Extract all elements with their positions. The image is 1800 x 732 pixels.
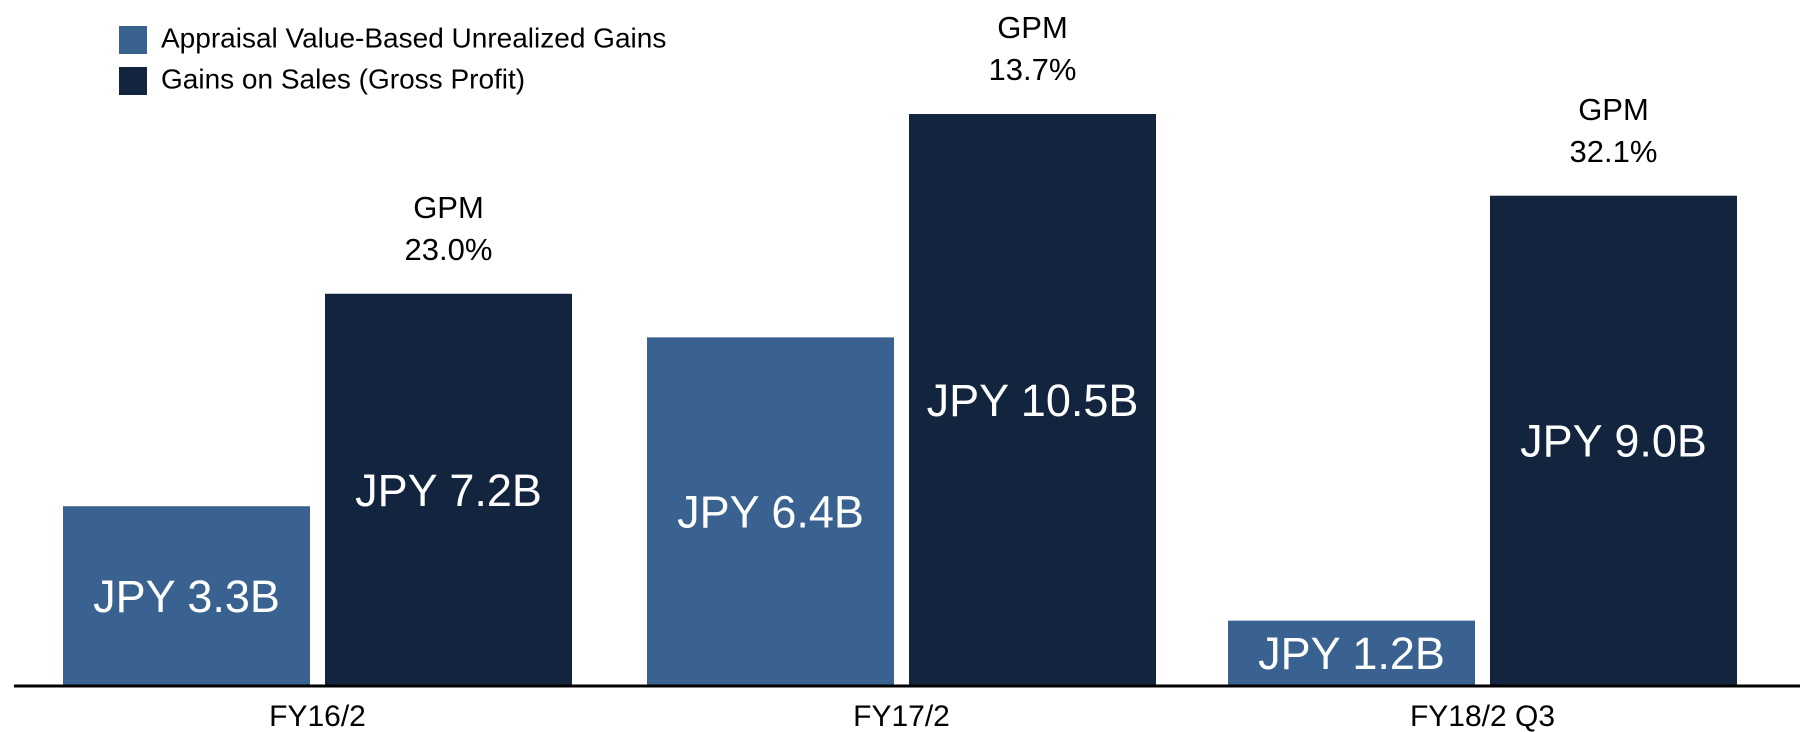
annotation: 23.0% [405, 232, 493, 267]
bar [63, 506, 310, 686]
x-tick-label: FY18/2 Q3 [1410, 700, 1555, 732]
bar [1490, 195, 1737, 686]
data-label: JPY 9.0B [1520, 416, 1707, 467]
annotation: GPM [1578, 92, 1649, 127]
legend-swatch [119, 67, 147, 95]
legend-label: Appraisal Value-Based Unrealized Gains [161, 22, 666, 53]
bar [647, 337, 894, 686]
legend-label: Gains on Sales (Gross Profit) [161, 63, 525, 94]
data-label: JPY 6.4B [677, 487, 864, 538]
bar [325, 293, 572, 686]
bar [909, 114, 1156, 686]
data-label: JPY 3.3B [93, 571, 280, 622]
data-label: JPY 1.2B [1258, 628, 1445, 679]
data-label: JPY 10.5B [927, 375, 1139, 426]
annotation: GPM [413, 190, 484, 225]
data-label: JPY 7.2B [355, 465, 542, 516]
annotation: 13.7% [989, 52, 1077, 87]
x-tick-label: FY16/2 [269, 700, 366, 732]
annotation: 32.1% [1570, 134, 1658, 169]
x-tick-label: FY17/2 [853, 700, 950, 732]
annotation: GPM [997, 10, 1068, 45]
legend-swatch [119, 26, 147, 54]
bar [1228, 620, 1475, 686]
